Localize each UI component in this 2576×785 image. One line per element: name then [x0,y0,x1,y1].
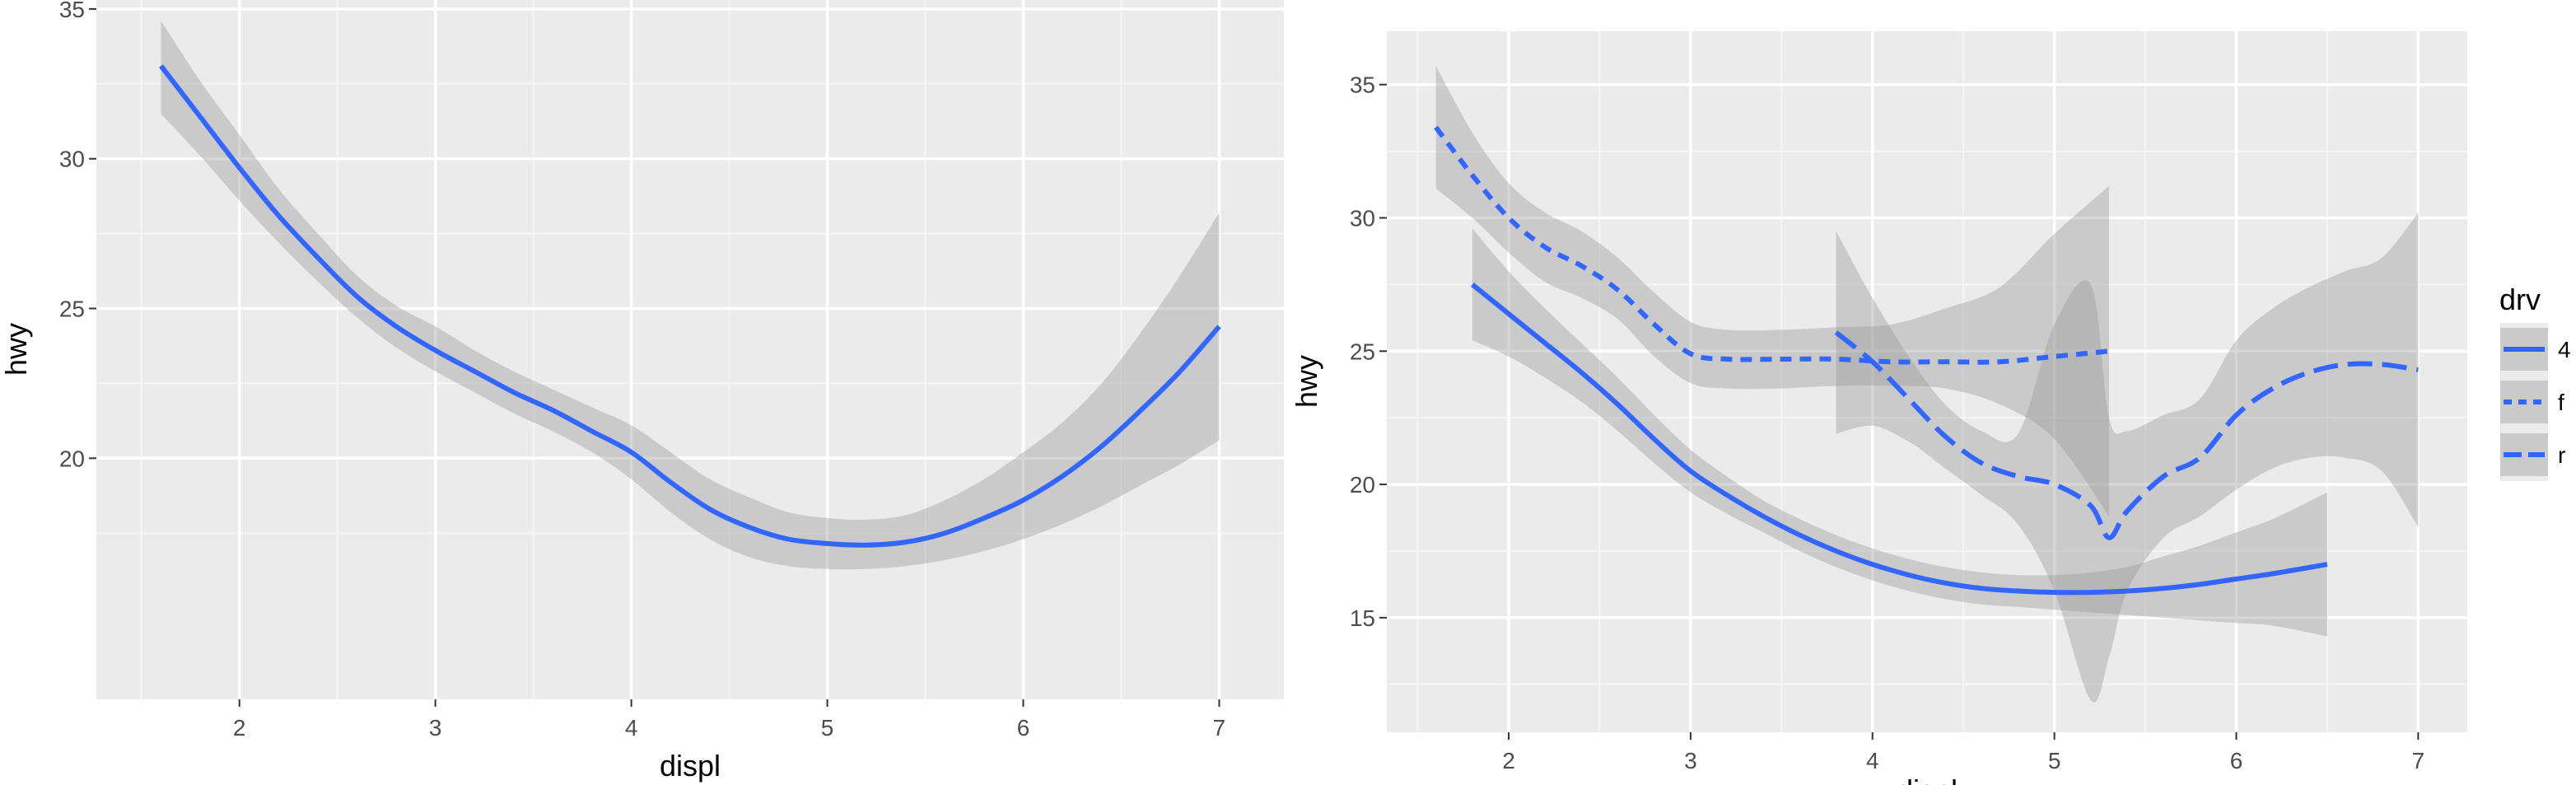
plot-right: 2 3 4 5 6 7 15 20 25 30 35 displ hwy drv 4 f r [1290,31,2571,785]
y-tick-label: 15 [1350,605,1375,631]
plot-left-gridlines [96,0,1284,699]
y-tick-label: 35 [1350,72,1375,98]
x-tick-label: 2 [233,715,246,741]
plot-right-y-axis: 15 20 25 30 35 [1350,72,1387,631]
legend: drv 4 f r [2499,283,2571,481]
y-tick-label: 35 [59,0,85,22]
plot-left-y-axis-title: hwy [0,323,33,376]
x-tick-label: 4 [1866,748,1879,773]
legend-keys: 4 f r [2500,323,2571,481]
y-tick-label: 25 [59,297,85,322]
y-tick-label: 20 [1350,472,1375,498]
plot-left-y-axis: 20 25 30 35 [59,0,96,471]
series-f-line [1434,125,2110,365]
series-4-confidence-band [1472,228,2327,637]
plot-left: 2 3 4 5 6 7 20 25 30 35 displ hwy [0,0,1284,783]
plot-right-ribbons [1435,66,2419,703]
x-tick-label: 4 [625,715,638,741]
legend-title: drv [2499,283,2541,316]
plot-right-y-axis-title: hwy [1290,355,1323,408]
x-tick-label: 3 [1684,748,1697,773]
y-tick-label: 25 [1350,339,1375,364]
y-tick-label: 30 [1350,206,1375,231]
series-f-confidence-band [1435,66,2109,516]
series-r-line [1834,330,2419,540]
x-tick-label: 7 [1213,715,1226,741]
plot-right-x-axis: 2 3 4 5 6 7 [1502,732,2424,773]
legend-label-4: 4 [2558,337,2571,362]
series-0-line [159,64,1221,548]
x-tick-label: 6 [1017,715,1030,741]
plot-right-lines [1434,125,2419,596]
x-tick-label: 5 [2048,748,2061,773]
x-tick-label: 5 [821,715,834,741]
legend-label-r: r [2558,442,2565,468]
plot-left-x-axis-title: displ [660,749,721,783]
plot-left-panel [96,0,1284,699]
y-tick-label: 20 [59,446,85,471]
x-tick-label: 6 [2230,748,2243,773]
series-4-line [1470,283,2328,596]
x-tick-label: 7 [2412,748,2425,773]
x-tick-label: 2 [1502,748,1515,773]
y-tick-label: 30 [59,147,85,172]
series-0-confidence-band [161,21,1220,570]
plot-left-x-axis: 2 3 4 5 6 7 [233,699,1225,741]
legend-label-f: f [2558,390,2564,415]
plot-left-lines [159,64,1221,548]
plot-right-gridlines [1387,31,2467,732]
plot-left-ribbons [161,21,1220,570]
x-tick-label: 3 [429,715,442,741]
series-r-confidence-band [1836,213,2419,703]
plot-right-x-axis-title: displ [1897,773,1958,785]
